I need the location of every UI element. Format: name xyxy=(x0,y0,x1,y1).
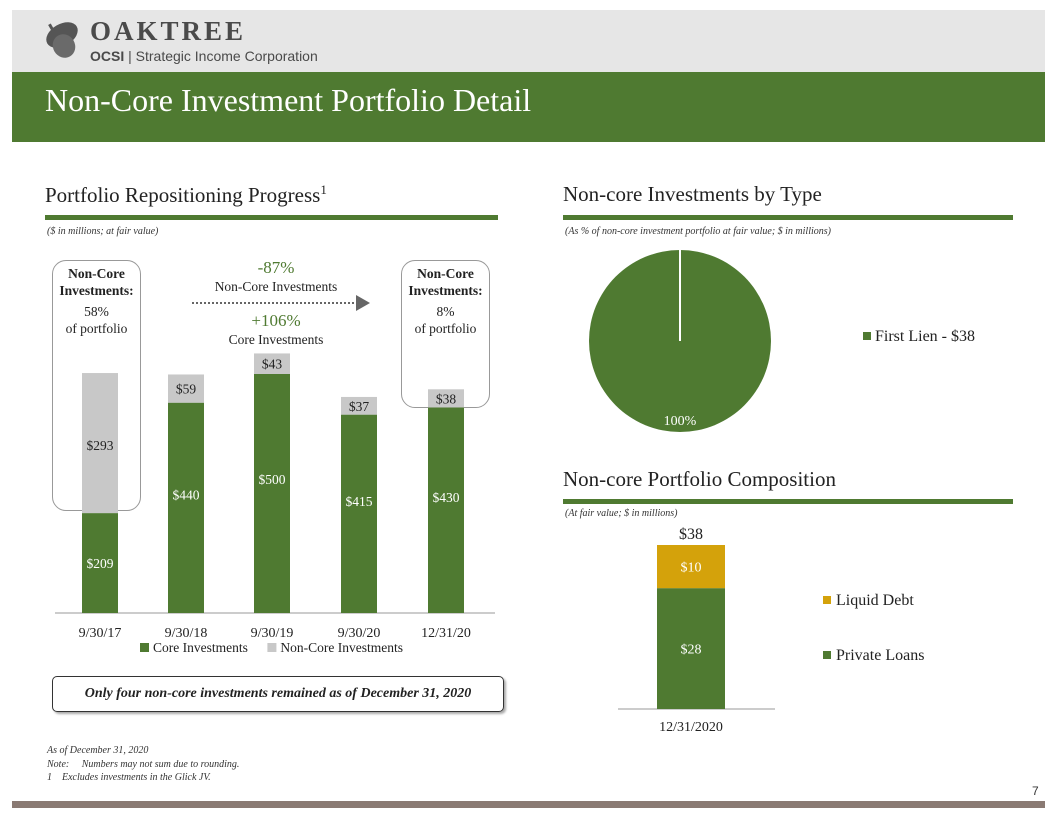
callout-box: Only four non-core investments remained … xyxy=(52,676,504,712)
page-title: Non-Core Investment Portfolio Detail xyxy=(45,82,532,118)
data-label-core: $500 xyxy=(259,472,286,487)
x-tick-label: 9/30/20 xyxy=(338,626,381,641)
legend-label: Non-Core Investments xyxy=(280,640,403,655)
type-note: (As % of non-core investment portfolio a… xyxy=(565,226,831,237)
x-tick-label: 12/31/20 xyxy=(421,626,471,641)
noncore-change-value: -87% xyxy=(257,258,295,277)
bar-core xyxy=(254,374,290,613)
x-tick-label: 9/30/18 xyxy=(165,626,208,641)
legend-swatch xyxy=(863,332,871,340)
data-label-core: $415 xyxy=(346,494,373,509)
logo-ticker: OCSI xyxy=(90,48,125,64)
bubble-value: 58% xyxy=(84,304,109,319)
repositioning-title-text: Portfolio Repositioning Progress xyxy=(45,183,321,207)
header-band xyxy=(12,10,1045,72)
section-rule xyxy=(563,499,1013,504)
bar-segment xyxy=(657,545,725,589)
bubble-text: of portfolio xyxy=(414,321,477,336)
legend-swatch xyxy=(140,643,149,652)
repositioning-note: ($ in millions; at fair value) xyxy=(47,226,159,237)
data-label: $10 xyxy=(681,561,702,576)
data-label-noncore: $293 xyxy=(87,438,114,453)
footnote-asof: As of December 31, 2020 xyxy=(47,745,149,756)
type-title: Non-core Investments by Type xyxy=(563,182,822,206)
core-change-label: Core Investments xyxy=(228,332,324,347)
bar-core xyxy=(341,414,377,613)
core-change-value: +106% xyxy=(251,311,301,330)
logo-wordmark: OAKTREE xyxy=(90,16,247,46)
logo-company: Strategic Income Corporation xyxy=(135,48,318,64)
data-label-noncore: $37 xyxy=(349,399,370,414)
total-label: $38 xyxy=(679,526,703,543)
data-label-noncore: $38 xyxy=(436,391,457,406)
legend-swatch xyxy=(267,643,277,652)
legend-label: First Lien - $38 xyxy=(875,328,975,345)
section-rule xyxy=(563,215,1013,220)
bar-noncore xyxy=(341,396,377,415)
bar-noncore xyxy=(254,353,290,374)
repositioning-title: Portfolio Repositioning Progress1 xyxy=(45,182,327,208)
acorn-logo-icon xyxy=(46,22,78,58)
bubble-heading: Non-Core Investments: xyxy=(408,266,483,298)
bar-noncore xyxy=(428,389,464,408)
page-number: 7 xyxy=(1032,784,1039,798)
bar-noncore xyxy=(168,374,204,403)
noncore-bubble-end: Non-Core Investments: 8% of portfolio xyxy=(401,260,490,408)
bubble-heading: Non-Core Investments: xyxy=(59,266,134,298)
bar-core xyxy=(168,402,204,613)
legend-label: Liquid Debt xyxy=(836,592,914,609)
title-bar xyxy=(12,72,1045,142)
footnote-note: Note: Numbers may not sum due to roundin… xyxy=(47,759,240,770)
data-label: $28 xyxy=(681,643,702,658)
section-rule xyxy=(45,215,498,220)
bar-noncore xyxy=(82,373,118,514)
arrow-right-icon xyxy=(356,295,370,311)
legend-swatch xyxy=(823,651,831,659)
data-label-core: $440 xyxy=(173,487,200,502)
footer-rule xyxy=(12,801,1045,808)
x-tick-label: 12/31/2020 xyxy=(659,720,723,735)
data-label-core: $209 xyxy=(87,556,114,571)
footnote-1: 1 Excludes investments in the Glick JV. xyxy=(47,772,211,783)
bar-core xyxy=(428,407,464,613)
type-pie-chart: 100% First Lien - $38 xyxy=(589,250,975,432)
x-tick-label: 9/30/19 xyxy=(251,626,294,641)
legend-label: Core Investments xyxy=(153,640,248,655)
composition-note: (At fair value; $ in millions) xyxy=(565,508,678,519)
data-label-noncore: $59 xyxy=(176,382,197,397)
bubble-value: 8% xyxy=(436,304,455,319)
data-label-core: $430 xyxy=(433,490,460,505)
repositioning-bar-chart: $209 $293 9/30/17 $440 $59 9/30/18 $500 $43 9/30… xyxy=(55,353,495,655)
x-tick-label: 9/30/17 xyxy=(79,626,122,641)
noncore-change-label: Non-Core Investments xyxy=(214,279,338,294)
bubble-text: of portfolio xyxy=(65,321,128,336)
bar-segment xyxy=(657,588,725,709)
bar-core xyxy=(82,513,118,613)
composition-bar-chart: $28 $10 $38 12/31/2020 Liquid Debt Private Lo… xyxy=(618,526,924,735)
logo-subtitle: OCSI | Strategic Income Corporation xyxy=(90,48,318,64)
legend-swatch xyxy=(823,596,831,604)
change-arrow-line xyxy=(192,302,358,304)
data-label-noncore: $43 xyxy=(262,357,283,372)
composition-title: Non-core Portfolio Composition xyxy=(563,467,836,491)
pie-data-label: 100% xyxy=(664,414,697,429)
legend-label: Private Loans xyxy=(836,647,924,664)
footnote-marker: 1 xyxy=(320,182,327,197)
